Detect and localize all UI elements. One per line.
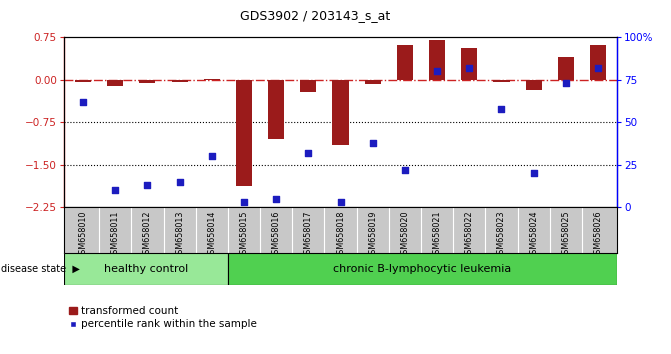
Text: disease state  ▶: disease state ▶ (1, 264, 81, 274)
Text: GSM658019: GSM658019 (368, 211, 377, 259)
Point (142, 182, 153, 188)
Point (464, 65, 474, 70)
Point (110, 187, 121, 193)
Point (496, 106, 507, 112)
Text: GDS3902 / 203143_s_at: GDS3902 / 203143_s_at (240, 9, 391, 22)
Text: chronic B-lymphocytic leukemia: chronic B-lymphocytic leukemia (333, 264, 512, 274)
Text: GSM658021: GSM658021 (433, 211, 442, 259)
Text: GSM658014: GSM658014 (207, 211, 216, 259)
Text: GSM658011: GSM658011 (111, 211, 119, 259)
Bar (107, 80, 123, 86)
Point (239, 199, 250, 205)
Bar (364, 80, 380, 84)
Text: GSM658012: GSM658012 (143, 211, 152, 259)
Text: GSM658016: GSM658016 (272, 211, 280, 259)
Point (271, 196, 282, 201)
Bar (204, 79, 220, 80)
Text: healthy control: healthy control (104, 264, 188, 274)
Bar (268, 80, 285, 139)
Bar (558, 57, 574, 80)
Legend: transformed count, percentile rank within the sample: transformed count, percentile rank withi… (69, 306, 257, 329)
Point (303, 150, 314, 155)
Point (560, 80, 571, 86)
Point (592, 65, 603, 70)
Bar (429, 40, 445, 80)
Text: GSM658010: GSM658010 (79, 211, 87, 259)
Bar (525, 80, 541, 90)
Text: GSM658020: GSM658020 (401, 211, 409, 259)
Point (367, 140, 378, 145)
Bar (228, 253, 617, 285)
Bar (172, 80, 188, 82)
Bar (493, 80, 509, 82)
Text: GSM658017: GSM658017 (304, 211, 313, 259)
Bar (461, 48, 477, 80)
Bar (301, 80, 317, 92)
Point (174, 179, 185, 184)
Bar (140, 80, 156, 83)
Text: GSM658026: GSM658026 (594, 211, 603, 259)
Bar (333, 80, 348, 145)
Bar (236, 80, 252, 185)
Text: GSM658025: GSM658025 (562, 211, 570, 259)
Text: GSM658018: GSM658018 (336, 211, 345, 259)
Bar (590, 45, 606, 80)
Text: GSM658024: GSM658024 (529, 211, 538, 259)
Point (399, 167, 410, 172)
Text: GSM658023: GSM658023 (497, 211, 506, 259)
Point (335, 199, 346, 205)
Bar (75, 80, 91, 82)
Point (207, 153, 217, 159)
Text: GSM658022: GSM658022 (465, 211, 474, 259)
Point (78, 99, 89, 104)
Bar (397, 45, 413, 80)
Bar (64, 253, 228, 285)
Point (431, 68, 442, 74)
Text: GSM658015: GSM658015 (240, 211, 248, 259)
Point (528, 170, 539, 176)
Text: GSM658013: GSM658013 (175, 211, 184, 259)
